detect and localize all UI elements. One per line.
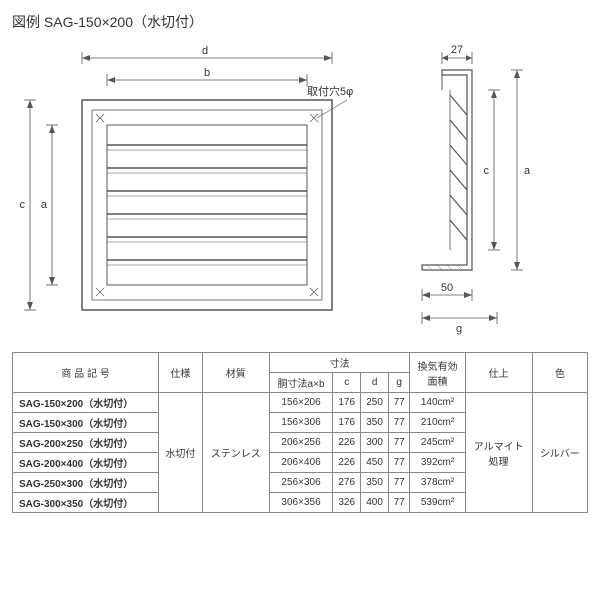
cell-ab: 206×406 [269,453,333,473]
cell-g: 77 [389,473,410,493]
cell-ab: 156×206 [269,393,333,413]
col-g: g [389,373,410,393]
cell-d: 450 [361,453,389,473]
cell-c: 226 [333,453,361,473]
cell-color: シルバー [532,393,587,513]
col-ab: 胴寸法a×b [269,373,333,393]
spec-table: 商 品 記 号 仕様 材質 寸法 換気有効 面積 仕上 色 胴寸法a×b c d… [12,352,588,513]
cell-ab: 206×256 [269,433,333,453]
front-view-svg: d b [12,40,362,340]
cell-c: 326 [333,493,361,513]
dim-c-label: c [20,199,26,211]
cell-g: 77 [389,413,410,433]
cell-ab: 306×356 [269,493,333,513]
cell-material: ステンレス [202,393,269,513]
cell-ab: 256×306 [269,473,333,493]
cell-area: 245cm² [410,433,465,453]
cell-g: 77 [389,493,410,513]
cell-product: SAG-250×300（水切付） [13,473,159,493]
cell-product: SAG-300×350（水切付） [13,493,159,513]
diagram-title: 図例 SAG-150×200（水切付） [12,12,588,32]
cell-c: 226 [333,433,361,453]
cell-c: 176 [333,393,361,413]
side-louvers [450,95,467,240]
dim-b-label: b [204,67,210,79]
col-vent: 換気有効 面積 [410,353,465,393]
louvers [107,145,307,265]
front-view: d b [12,40,362,340]
cell-area: 210cm² [410,413,465,433]
side-dim-c: c [484,165,490,177]
side-view: 27 [382,40,552,340]
dim-27-label: 27 [451,44,463,56]
col-dims: 寸法 [269,353,410,373]
cell-d: 350 [361,473,389,493]
col-material: 材質 [202,353,269,393]
cell-d: 250 [361,393,389,413]
cell-g: 77 [389,393,410,413]
hole-label: 取付穴5φ [307,84,353,98]
dim-50-label: 50 [441,282,453,294]
cell-ab: 156×306 [269,413,333,433]
dim-g-label: g [456,323,462,335]
mounting-holes [96,114,318,296]
cell-area: 392cm² [410,453,465,473]
cell-area: 378cm² [410,473,465,493]
cell-g: 77 [389,433,410,453]
dim-d-label: d [202,45,208,57]
cell-d: 350 [361,413,389,433]
cell-spec: 水切付 [159,393,203,513]
cell-finish: アルマイト 処理 [465,393,532,513]
cell-product: SAG-150×300（水切付） [13,413,159,433]
diagram-area: d b [12,40,588,340]
cell-g: 77 [389,453,410,473]
col-finish: 仕上 [465,353,532,393]
col-d: d [361,373,389,393]
col-c: c [333,373,361,393]
cell-area: 140cm² [410,393,465,413]
table-body: SAG-150×200（水切付）水切付ステンレス156×206176250771… [13,393,588,513]
dim-a-label: a [41,199,48,211]
cell-product: SAG-150×200（水切付） [13,393,159,413]
side-dim-a: a [524,165,531,177]
cell-product: SAG-200×400（水切付） [13,453,159,473]
cell-c: 276 [333,473,361,493]
table-row: SAG-150×200（水切付）水切付ステンレス156×206176250771… [13,393,588,413]
cell-d: 400 [361,493,389,513]
cell-area: 539cm² [410,493,465,513]
side-view-svg: 27 [382,40,552,340]
cell-product: SAG-200×250（水切付） [13,433,159,453]
cell-c: 176 [333,413,361,433]
col-spec: 仕様 [159,353,203,393]
col-product: 商 品 記 号 [13,353,159,393]
col-color: 色 [532,353,587,393]
cell-d: 300 [361,433,389,453]
